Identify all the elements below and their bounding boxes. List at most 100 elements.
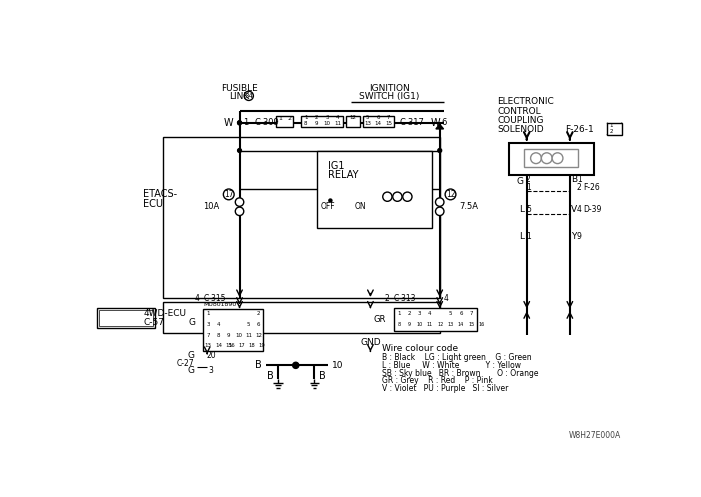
- Text: 1: 1: [577, 175, 581, 184]
- Text: 19: 19: [258, 343, 265, 348]
- Bar: [99, 310, 154, 326]
- Text: 2: 2: [315, 115, 318, 120]
- Text: 14: 14: [215, 343, 222, 348]
- Text: 11: 11: [245, 332, 252, 337]
- Text: 16: 16: [479, 323, 485, 328]
- Text: G: G: [189, 319, 196, 328]
- Circle shape: [438, 149, 442, 153]
- Text: B: B: [255, 360, 262, 370]
- Text: GR : Grey    R : Red    P : Pink: GR : Grey R : Red P : Pink: [382, 376, 493, 385]
- Text: C-27: C-27: [177, 358, 194, 367]
- Text: 15: 15: [225, 343, 232, 348]
- Text: 3: 3: [325, 115, 329, 120]
- Text: ELECTRONIC: ELECTRONIC: [498, 97, 554, 106]
- Text: 10: 10: [332, 361, 343, 370]
- Text: V: V: [571, 205, 578, 214]
- Bar: [607, 123, 622, 135]
- Text: 9: 9: [577, 232, 582, 241]
- Text: MU801890: MU801890: [203, 302, 237, 307]
- Text: 4: 4: [336, 115, 339, 120]
- Bar: [203, 309, 264, 351]
- Text: 11: 11: [334, 121, 341, 126]
- Text: Wire colour code: Wire colour code: [382, 344, 458, 353]
- Text: 6: 6: [257, 322, 260, 327]
- Circle shape: [292, 362, 299, 368]
- Text: 13: 13: [364, 121, 371, 126]
- Circle shape: [236, 198, 244, 206]
- Text: CONTROL: CONTROL: [498, 107, 541, 116]
- Text: 2: 2: [287, 116, 292, 121]
- Text: ETACS-: ETACS-: [143, 189, 177, 199]
- Text: D-39: D-39: [584, 205, 602, 214]
- Text: COUPLING: COUPLING: [498, 116, 544, 125]
- Text: G: G: [517, 177, 524, 186]
- Text: 1: 1: [397, 311, 400, 316]
- Circle shape: [403, 192, 412, 201]
- Text: SWITCH (IG1): SWITCH (IG1): [360, 92, 420, 101]
- Text: 3: 3: [207, 322, 210, 327]
- Text: 7: 7: [470, 311, 473, 316]
- Text: 16: 16: [228, 343, 235, 348]
- Text: 1: 1: [610, 123, 613, 128]
- Text: Y: Y: [571, 232, 577, 241]
- Text: FUSIBLE: FUSIBLE: [221, 84, 258, 93]
- Circle shape: [383, 192, 392, 201]
- Text: C-309: C-309: [255, 118, 280, 127]
- Text: L : Blue     W : White           Y : Yellow: L : Blue W : White Y : Yellow: [382, 361, 521, 370]
- Text: B: B: [319, 371, 325, 381]
- Circle shape: [329, 199, 332, 202]
- Text: F-26-1: F-26-1: [565, 125, 594, 134]
- Text: 1: 1: [207, 311, 210, 316]
- Text: 12: 12: [255, 332, 262, 337]
- Bar: [276, 116, 294, 127]
- Text: 5: 5: [247, 322, 250, 327]
- Text: 13: 13: [447, 323, 454, 328]
- Text: 4: 4: [577, 205, 582, 214]
- Text: 5: 5: [366, 115, 369, 120]
- Text: W8H27E000A: W8H27E000A: [569, 431, 620, 440]
- Circle shape: [541, 153, 552, 164]
- Text: 11: 11: [427, 323, 433, 328]
- Text: 2: 2: [610, 129, 613, 134]
- Bar: [317, 151, 432, 228]
- Text: V : Violet   PU : Purple   SI : Silver: V : Violet PU : Purple SI : Silver: [382, 384, 508, 393]
- Text: 5: 5: [526, 205, 531, 214]
- Text: 9: 9: [226, 332, 230, 337]
- Circle shape: [552, 153, 563, 164]
- Text: 10: 10: [416, 323, 423, 328]
- Text: IGNITION: IGNITION: [369, 84, 410, 93]
- Text: C-57: C-57: [143, 318, 164, 327]
- Bar: [509, 143, 594, 175]
- Circle shape: [238, 121, 241, 125]
- Text: 10: 10: [235, 332, 242, 337]
- Bar: [346, 116, 360, 127]
- Text: 9: 9: [407, 323, 411, 328]
- Text: 6: 6: [459, 311, 463, 316]
- Text: 1: 1: [526, 232, 531, 241]
- Text: W: W: [224, 118, 233, 128]
- Text: 8: 8: [397, 323, 400, 328]
- Bar: [524, 149, 578, 167]
- Text: 4: 4: [195, 294, 200, 303]
- Text: 10A: 10A: [203, 202, 219, 211]
- Text: B: B: [266, 371, 273, 381]
- Text: 18: 18: [248, 343, 254, 348]
- Bar: [301, 116, 343, 127]
- Text: 4: 4: [217, 322, 220, 327]
- Text: 3: 3: [418, 311, 421, 316]
- Text: 12: 12: [437, 323, 444, 328]
- Text: L: L: [519, 205, 524, 214]
- Polygon shape: [436, 124, 444, 129]
- Text: OFF: OFF: [320, 202, 335, 211]
- Text: 3: 3: [209, 366, 214, 375]
- Circle shape: [435, 207, 444, 216]
- Circle shape: [238, 121, 241, 125]
- Circle shape: [445, 189, 456, 200]
- Text: 2: 2: [577, 183, 581, 192]
- Bar: [163, 137, 440, 298]
- Text: 15: 15: [385, 121, 392, 126]
- Text: 1: 1: [304, 115, 308, 120]
- Text: 10: 10: [323, 121, 330, 126]
- Text: 1: 1: [526, 183, 531, 192]
- Text: 14: 14: [458, 323, 464, 328]
